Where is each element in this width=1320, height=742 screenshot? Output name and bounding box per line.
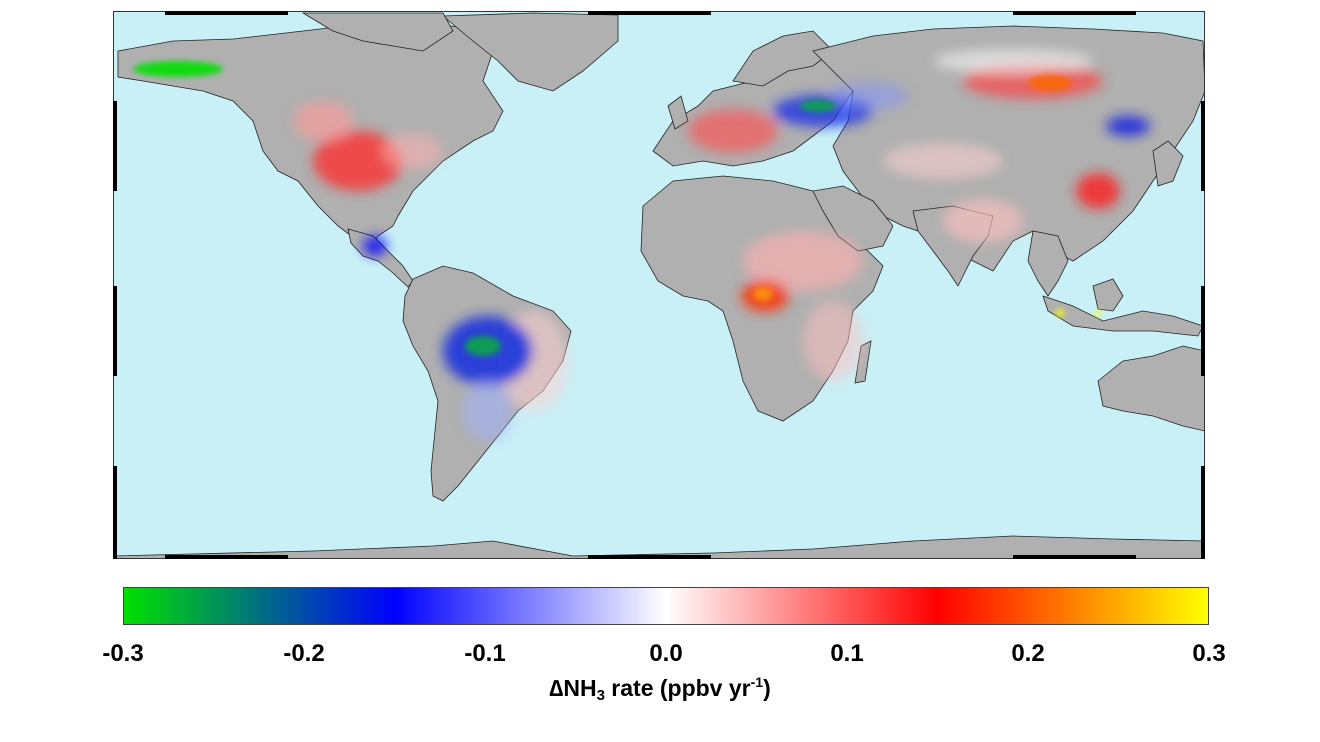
colorbar-tick-label: 0.3 xyxy=(1192,640,1226,667)
colorbar-label: ∆NH3 rate (ppbv yr-1) xyxy=(0,674,1320,704)
land-borneo xyxy=(1092,278,1124,312)
label-text: rate (ppbv yr xyxy=(604,675,751,701)
colorbar xyxy=(123,587,1209,625)
land-arctic-islands xyxy=(301,12,454,52)
label-close: ) xyxy=(763,675,771,701)
unit-exponent: -1 xyxy=(750,674,764,690)
trend-overlay xyxy=(133,49,1150,441)
land-japan xyxy=(1152,140,1184,187)
land-greenland xyxy=(441,12,619,92)
delta-symbol: ∆ xyxy=(549,675,564,701)
colorbar-tick-label: 0.2 xyxy=(1011,640,1045,667)
land-arabia xyxy=(812,185,894,252)
land-antarctica xyxy=(113,535,1205,559)
land-uk xyxy=(667,95,689,130)
colorbar-tick-label: -0.3 xyxy=(102,640,144,667)
species-subscript: 3 xyxy=(596,687,605,704)
colorbar-tick-label: -0.1 xyxy=(464,640,506,667)
world-map xyxy=(113,11,1205,559)
graticule-ticks xyxy=(113,11,1205,559)
land-madagascar xyxy=(854,340,872,384)
land-se-asia xyxy=(1027,230,1069,297)
land-australia xyxy=(1097,345,1205,432)
species-name: NH xyxy=(563,675,597,701)
colorbar-tick-label: -0.2 xyxy=(283,640,325,667)
colorbar-tick-label: 0.1 xyxy=(830,640,864,667)
colorbar-tick-label: 0.0 xyxy=(649,640,683,667)
